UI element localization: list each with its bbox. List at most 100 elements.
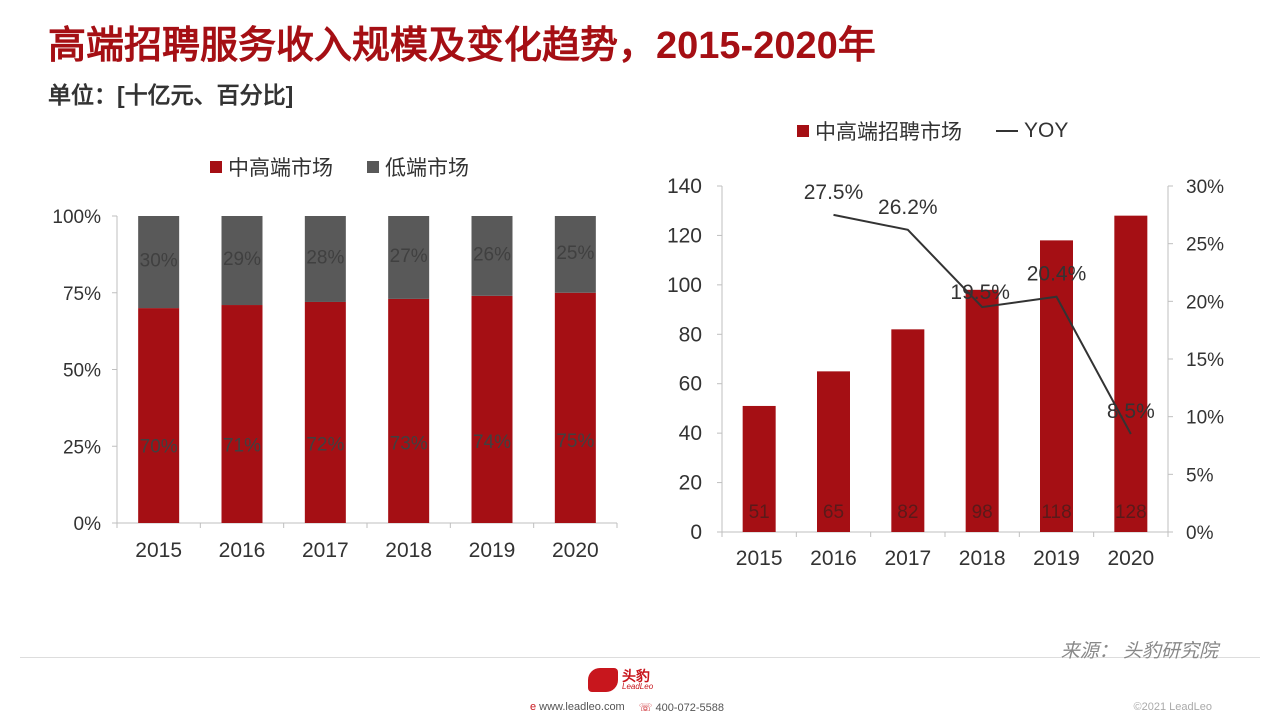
right-right-tick-label: 25% <box>1186 235 1224 256</box>
unit-label: 单位：[十亿元、百分比] <box>48 82 294 108</box>
left-x-tick-label: 2017 <box>302 539 349 562</box>
left-x-tick-label: 2018 <box>385 539 432 562</box>
right-bar <box>742 405 776 532</box>
left-bar-low <box>388 216 430 299</box>
left-bar-label: 71% <box>223 436 261 457</box>
right-bar <box>965 289 999 532</box>
right-right-tick-label: 30% <box>1186 177 1224 198</box>
legend-swatch-bar <box>797 125 809 137</box>
right-bar-label: 118 <box>1041 502 1071 523</box>
left-bar-low <box>221 216 263 306</box>
right-left-tick-label: 140 <box>667 175 702 198</box>
yoy-label: 19.5% <box>950 281 1010 304</box>
left-bar-label: 28% <box>306 247 344 268</box>
right-right-tick-label: 15% <box>1186 350 1224 371</box>
left-y-tick-label: 50% <box>63 361 101 382</box>
left-bar-label: 30% <box>140 250 178 271</box>
website-link[interactable]: e www.leadleo.com <box>530 701 625 713</box>
left-bar-low <box>554 216 596 293</box>
left-bar-mid-high <box>388 298 430 523</box>
yoy-line <box>833 213 1132 435</box>
phone-number: ☏ 400-072-5588 <box>638 702 724 714</box>
right-left-tick-label: 80 <box>679 323 702 346</box>
left-bar-label: 72% <box>306 434 344 455</box>
left-bar-label: 74% <box>473 432 511 453</box>
right-bar <box>891 329 925 532</box>
yoy-label: 20.4% <box>1027 263 1087 286</box>
left-x-tick-label: 2020 <box>552 539 599 562</box>
left-bar-mid-high <box>304 301 346 523</box>
legend-item-bar: 中高端招聘市场 <box>797 116 962 146</box>
contact-info: e www.leadleo.com ☏ 400-072-5588 <box>530 701 724 714</box>
footer-divider <box>20 657 1260 658</box>
left-bar-label: 73% <box>390 433 428 454</box>
logo-name: 头豹 <box>622 668 650 684</box>
right-chart-legend: 中高端招聘市场 YOY <box>797 116 1094 146</box>
legend-label-low: 低端市场 <box>385 157 469 180</box>
legend-label-yoy: YOY <box>1024 119 1069 142</box>
left-chart-legend: 中高端市场 低端市场 <box>210 152 495 182</box>
phone-icon: ☏ <box>638 702 653 714</box>
right-bar-label: 82 <box>897 502 918 523</box>
right-right-tick-label: 5% <box>1186 465 1214 486</box>
yoy-label: 26.2% <box>878 196 938 219</box>
left-y-tick-label: 100% <box>52 207 101 228</box>
left-x-tick-label: 2016 <box>219 539 266 562</box>
logo-subtitle: LeadLeo <box>622 682 654 691</box>
right-left-tick-label: 20 <box>679 472 702 495</box>
globe-icon: e <box>530 701 537 713</box>
legend-item-yoy: YOY <box>996 119 1068 143</box>
left-x-tick-label: 2019 <box>469 539 516 562</box>
left-bar-label: 75% <box>556 431 594 452</box>
leadleo-logo: 头豹 LeadLeo <box>588 668 653 692</box>
right-bar <box>1114 215 1148 532</box>
left-bar-mid-high <box>471 295 513 523</box>
left-y-tick-label: 0% <box>74 514 102 535</box>
legend-item-low: 低端市场 <box>367 152 469 182</box>
yoy-label: 27.5% <box>804 181 864 204</box>
right-right-tick-label: 10% <box>1186 408 1224 429</box>
page-title: 高端招聘服务收入规模及变化趋势，2015-2020年 <box>48 25 876 67</box>
leopard-icon <box>588 668 618 692</box>
legend-label-mid-high: 中高端市场 <box>228 157 333 180</box>
right-bar-label: 128 <box>1115 502 1147 523</box>
yoy-label: 8.5% <box>1107 400 1155 423</box>
right-x-tick-label: 2016 <box>810 547 857 570</box>
right-left-tick-label: 60 <box>679 373 702 396</box>
left-bar-low <box>471 216 513 296</box>
left-bar-mid-high <box>138 308 180 523</box>
left-bar-label: 27% <box>390 246 428 267</box>
legend-swatch-mid-high <box>210 161 222 173</box>
left-bar-mid-high <box>554 292 596 523</box>
right-x-tick-label: 2018 <box>959 547 1006 570</box>
source-note: 来源： 头豹研究院 <box>1060 641 1218 662</box>
left-bar-label: 29% <box>223 249 261 270</box>
right-left-tick-label: 120 <box>667 224 702 247</box>
right-right-tick-label: 20% <box>1186 292 1224 313</box>
right-left-tick-label: 40 <box>679 422 702 445</box>
right-left-tick-label: 100 <box>667 274 702 297</box>
legend-swatch-yoy <box>996 130 1018 132</box>
left-bar-label: 25% <box>556 243 594 264</box>
right-right-tick-label: 0% <box>1186 523 1214 544</box>
legend-label-bar: 中高端招聘市场 <box>815 121 962 144</box>
right-bar <box>817 371 850 532</box>
right-bar-label: 65 <box>823 502 844 523</box>
copyright: ©2021 LeadLeo <box>1133 701 1212 713</box>
legend-swatch-low <box>367 161 379 173</box>
legend-item-mid-high: 中高端市场 <box>210 152 333 182</box>
left-y-tick-label: 75% <box>63 284 101 305</box>
left-bar-low <box>304 216 346 302</box>
left-bar-mid-high <box>221 305 263 523</box>
left-x-tick-label: 2015 <box>135 539 182 562</box>
right-x-tick-label: 2017 <box>884 547 931 570</box>
left-bar-label: 26% <box>473 245 511 266</box>
right-bar-label: 98 <box>972 502 993 523</box>
right-bar <box>1040 240 1073 532</box>
left-y-tick-label: 25% <box>63 437 101 458</box>
right-left-tick-label: 0 <box>690 521 702 544</box>
left-bar-label: 70% <box>140 437 178 458</box>
right-x-tick-label: 2019 <box>1033 547 1080 570</box>
left-bar-low <box>138 216 180 309</box>
